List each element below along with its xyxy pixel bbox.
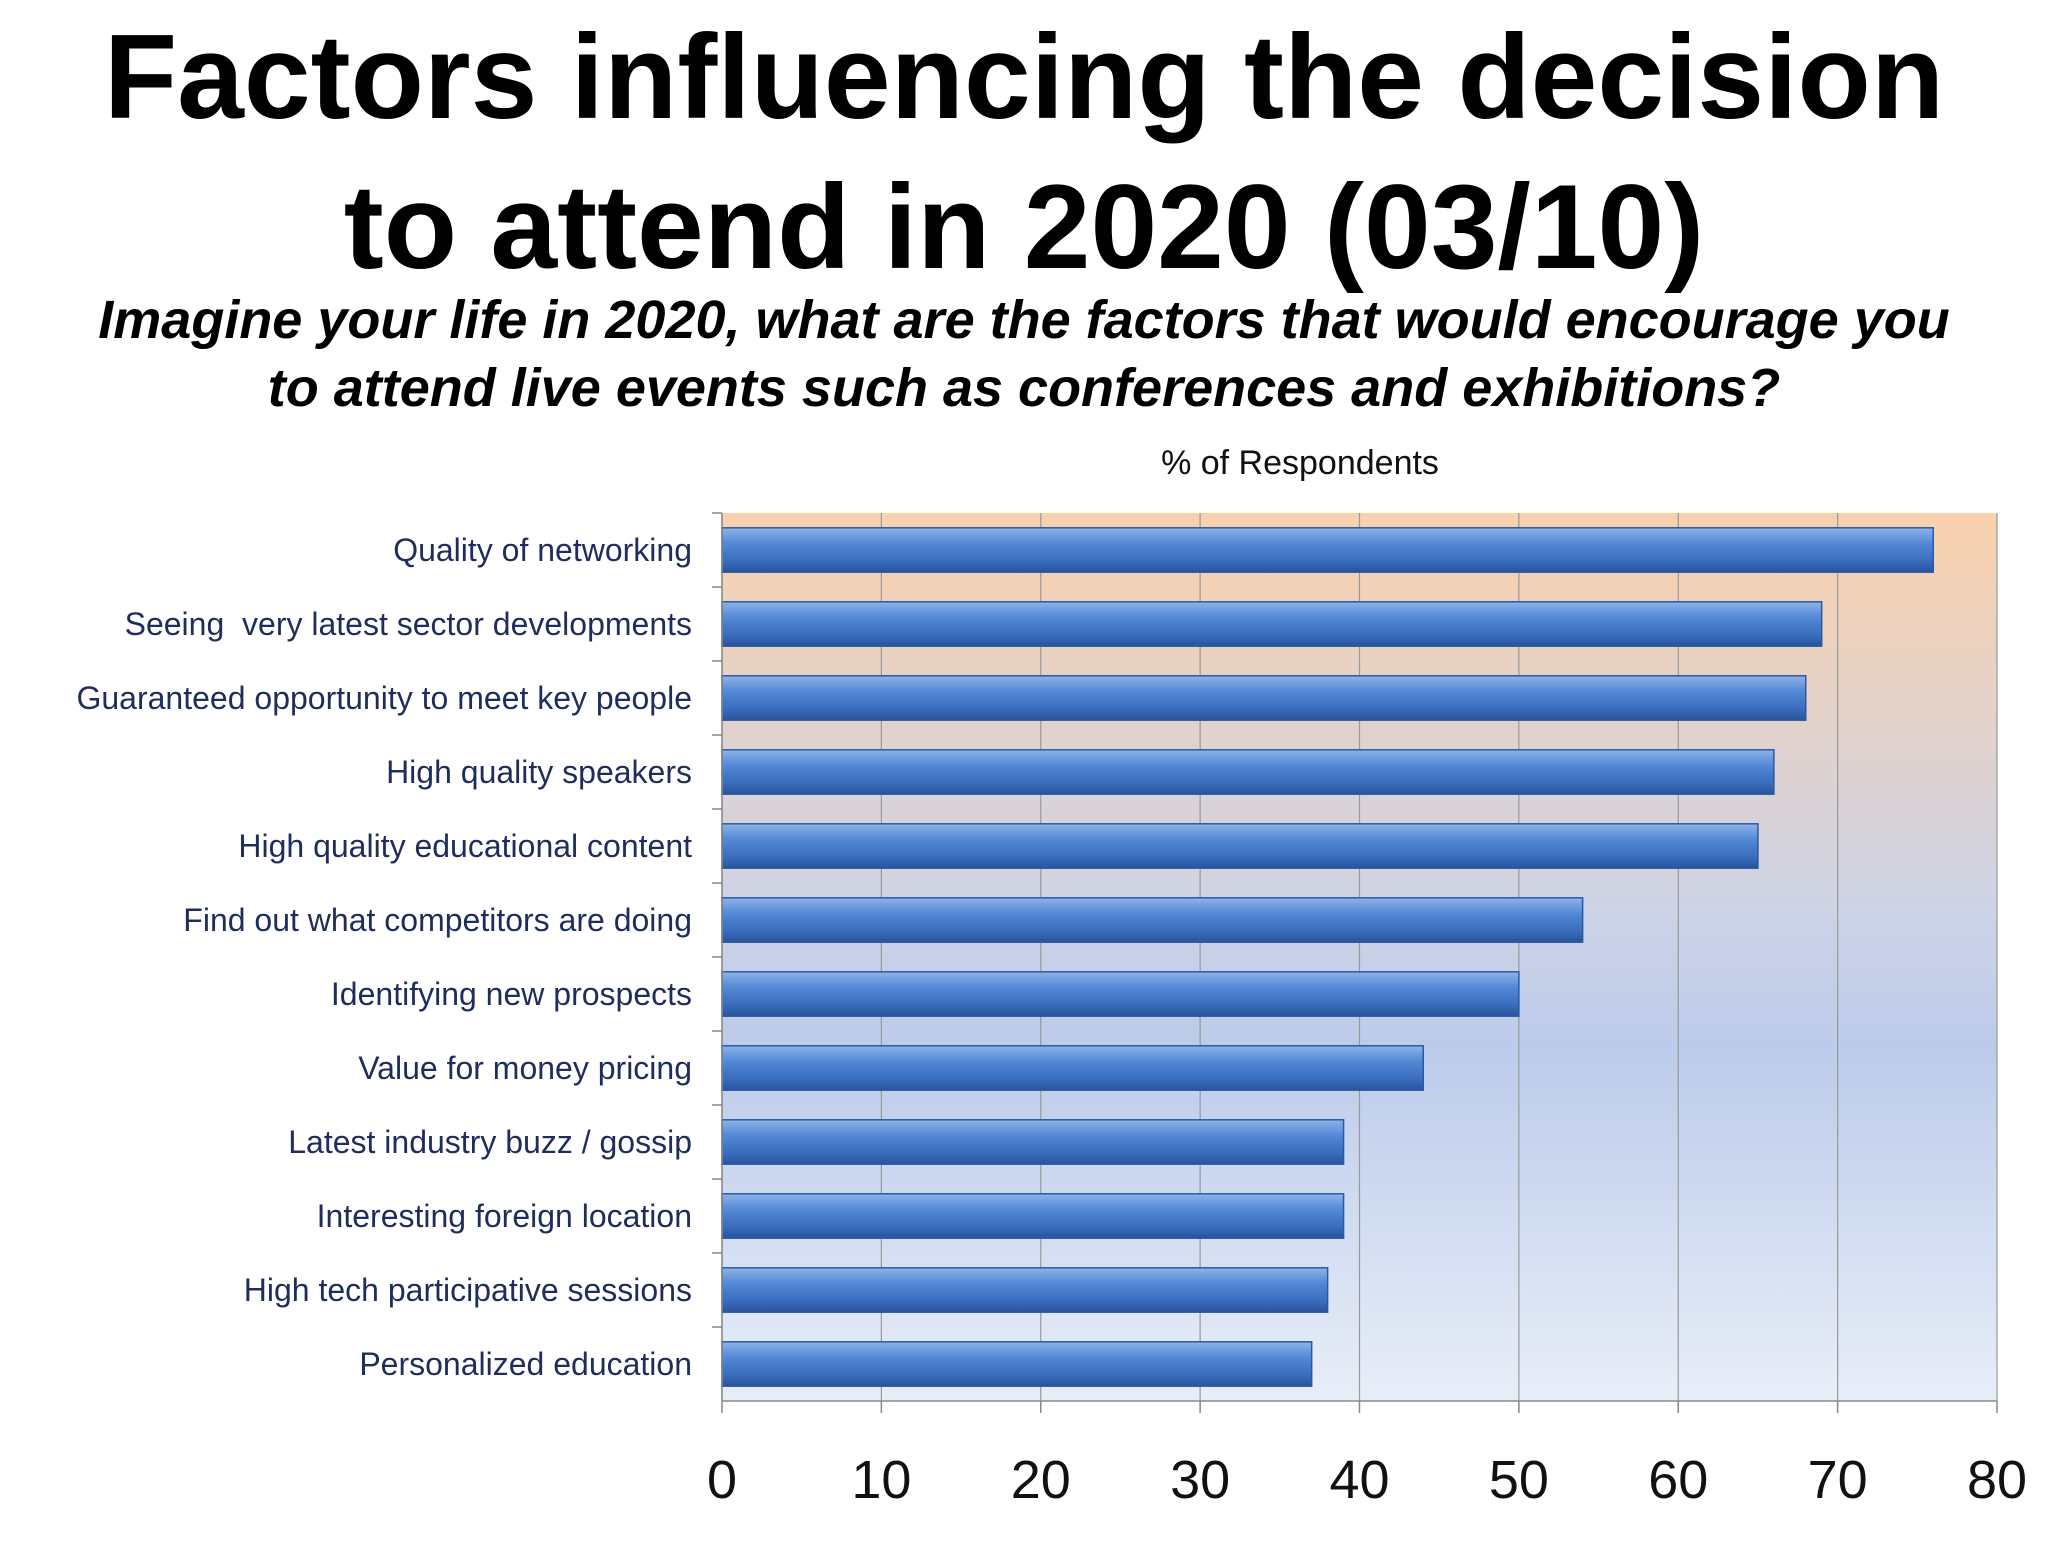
x-tick-label: 50: [1489, 1450, 1549, 1510]
bar: [721, 897, 1584, 943]
axes: [712, 512, 1998, 1413]
x-tick-label: 70: [1808, 1450, 1868, 1510]
category-label: Interesting foreign location: [317, 1198, 692, 1234]
page-title-line-1: Factors influencing the decision: [103, 10, 1945, 144]
category-label: Find out what competitors are doing: [183, 902, 692, 938]
bar: [721, 601, 1823, 647]
bar: [721, 823, 1759, 869]
category-label: Guaranteed opportunity to meet key peopl…: [76, 680, 692, 716]
category-label: Quality of networking: [393, 532, 692, 568]
x-tick-label: 60: [1648, 1450, 1708, 1510]
x-axis-label: % of Respondents: [1161, 444, 1439, 482]
category-label: Identifying new prospects: [331, 976, 692, 1012]
x-tick-label: 80: [1967, 1450, 2027, 1510]
bar: [721, 527, 1934, 573]
grid-lines: [721, 513, 1998, 1401]
category-label: Value for money pricing: [358, 1050, 692, 1086]
category-label: Personalized education: [359, 1346, 692, 1382]
x-tick-label: 0: [707, 1450, 737, 1510]
bar: [721, 971, 1520, 1017]
bar: [721, 749, 1775, 795]
page-subtitle-line-2: to attend live events such as conference…: [267, 358, 1781, 418]
x-tick-label: 40: [1329, 1450, 1389, 1510]
category-label: High tech participative sessions: [244, 1272, 692, 1308]
category-label: High quality speakers: [386, 754, 692, 790]
tick-labels: 0 10 20 30 40 50 60 70 80: [707, 1450, 2027, 1510]
page-title: Factors influencing the decision to atte…: [0, 0, 2048, 302]
category-labels: Quality of networking Seeing very latest …: [76, 532, 692, 1382]
bar: [721, 1045, 1424, 1091]
page-title-line-2: to attend in 2020 (03/10): [343, 160, 1705, 294]
x-tick-label: 10: [851, 1450, 911, 1510]
bars: [721, 527, 1934, 1387]
x-tick-label: 30: [1170, 1450, 1230, 1510]
bar: [721, 1193, 1345, 1239]
category-label: Seeing very latest sector developments: [125, 606, 692, 642]
page-subtitle: Imagine your life in 2020, what are the …: [0, 286, 2048, 422]
x-tick-label: 20: [1011, 1450, 1071, 1510]
category-label: Latest industry buzz / gossip: [288, 1124, 692, 1160]
bar: [721, 1119, 1345, 1165]
bar: [721, 1267, 1329, 1313]
page-subtitle-line-1: Imagine your life in 2020, what are the …: [98, 290, 1950, 350]
bar: [721, 1341, 1313, 1387]
category-label: High quality educational content: [238, 828, 692, 864]
bar: [721, 675, 1807, 721]
